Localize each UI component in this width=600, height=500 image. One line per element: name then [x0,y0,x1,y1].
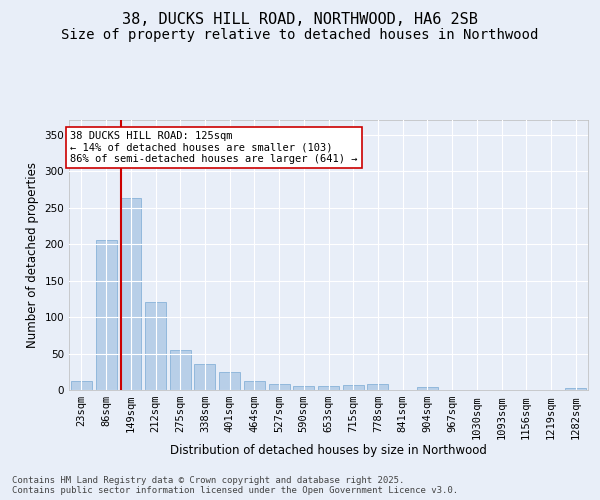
Bar [71,381,92,390]
Bar [219,372,240,390]
Bar [293,386,314,390]
Text: Size of property relative to detached houses in Northwood: Size of property relative to detached ho… [61,28,539,42]
Bar [367,384,388,390]
Bar [417,387,438,390]
Bar [194,364,215,390]
Text: 38, DUCKS HILL ROAD, NORTHWOOD, HA6 2SB: 38, DUCKS HILL ROAD, NORTHWOOD, HA6 2SB [122,12,478,28]
Text: Contains HM Land Registry data © Crown copyright and database right 2025.
Contai: Contains HM Land Registry data © Crown c… [12,476,458,495]
Y-axis label: Number of detached properties: Number of detached properties [26,162,39,348]
Bar [244,381,265,390]
Bar [318,386,339,390]
X-axis label: Distribution of detached houses by size in Northwood: Distribution of detached houses by size … [170,444,487,457]
Bar [120,198,141,390]
Bar [95,240,116,390]
Bar [343,385,364,390]
Bar [170,350,191,390]
Bar [145,302,166,390]
Text: 38 DUCKS HILL ROAD: 125sqm
← 14% of detached houses are smaller (103)
86% of sem: 38 DUCKS HILL ROAD: 125sqm ← 14% of deta… [70,131,358,164]
Bar [565,388,586,390]
Bar [269,384,290,390]
